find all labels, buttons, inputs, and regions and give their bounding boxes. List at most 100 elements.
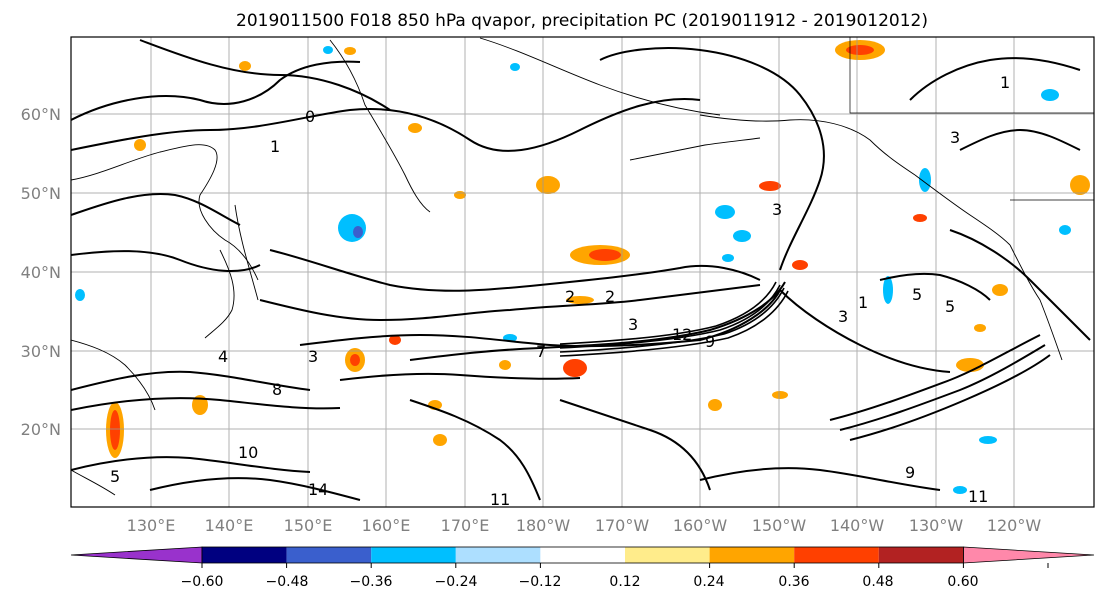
qvapor-contours xyxy=(71,39,1091,501)
contour-line xyxy=(559,281,777,345)
lon-label-170w: 170°W xyxy=(595,516,650,535)
contour-line xyxy=(71,193,241,226)
coastline-bc xyxy=(914,174,1011,246)
precip-blob xyxy=(1041,89,1059,101)
precip-blob xyxy=(350,354,360,366)
coastline-china xyxy=(71,339,156,411)
colorbar-ticks xyxy=(201,563,1049,568)
precip-positive xyxy=(106,40,1090,458)
lat-label-20n: 20°N xyxy=(21,420,61,439)
contour-line xyxy=(909,57,1081,101)
colorbar-segment xyxy=(286,547,372,563)
colorbar-extension-high xyxy=(963,546,1095,564)
precip-blob xyxy=(75,289,85,301)
colorbar-segments xyxy=(70,546,1095,564)
precip-blob xyxy=(510,63,520,71)
contour-line xyxy=(259,284,761,322)
contour-label: 1 xyxy=(1000,73,1010,92)
precip-blob xyxy=(722,254,734,262)
contour-label: 8 xyxy=(272,380,282,399)
contour-label: 11 xyxy=(968,487,988,506)
colorbar-tick-label: 0.48 xyxy=(862,574,893,590)
coastline-us-west xyxy=(1009,244,1063,361)
contour-line xyxy=(71,98,701,152)
contour-line xyxy=(409,281,786,361)
contour-line xyxy=(839,344,1046,431)
precip-blob xyxy=(338,214,366,242)
lon-label-140e: 140°E xyxy=(205,516,254,535)
lon-label-180w: 180°W xyxy=(516,516,571,535)
coastlines xyxy=(71,37,1094,496)
map-content: 0 1 1 2 2 3 3 3 3 4 5 5 7 9 12 8 10 11 1… xyxy=(71,37,1094,507)
lon-label-130e: 130°E xyxy=(127,516,176,535)
precip-blob xyxy=(759,181,781,191)
contour-label: 9 xyxy=(905,463,915,482)
coastline-alaska-north xyxy=(479,37,721,116)
precip-blob xyxy=(953,486,967,494)
contour-line xyxy=(269,249,761,292)
lon-label-120w: 120°W xyxy=(987,516,1042,535)
precip-blob xyxy=(913,214,927,222)
contour-line xyxy=(559,399,711,491)
precip-blob xyxy=(733,230,751,242)
precip-blob xyxy=(353,226,363,238)
coastline-asia xyxy=(71,144,259,281)
contour-label: 1 xyxy=(270,137,280,156)
coastline-alaska-gulf xyxy=(699,114,916,176)
contour-line xyxy=(559,290,789,357)
colorbar-segment xyxy=(540,547,625,563)
contour-line xyxy=(71,250,261,273)
precip-blob xyxy=(433,434,447,446)
coastline-japan xyxy=(204,249,235,339)
colorbar-tick-label: −0.12 xyxy=(519,574,562,590)
colorbar-segment xyxy=(794,547,879,563)
precip-blob xyxy=(563,359,587,377)
map-panel: 0 1 1 2 2 3 3 3 3 4 5 5 7 9 12 8 10 11 1… xyxy=(70,36,1095,508)
contour-line xyxy=(879,272,991,301)
lon-label-170e: 170°E xyxy=(441,516,490,535)
contour-line xyxy=(779,289,951,373)
precip-shading xyxy=(75,40,1090,494)
contour-label: 10 xyxy=(238,443,258,462)
contour-line xyxy=(299,289,781,348)
contour-label: 5 xyxy=(912,285,922,304)
precip-blob xyxy=(772,391,788,399)
contour-label: 0 xyxy=(305,107,315,126)
contour-label: 1 xyxy=(858,293,868,312)
precip-blob xyxy=(192,395,208,415)
colorbar-segment xyxy=(455,547,541,563)
contour-label: 5 xyxy=(110,467,120,486)
precip-blob xyxy=(589,249,621,261)
lon-label-140w: 140°W xyxy=(830,516,885,535)
contour-line xyxy=(409,399,541,501)
contour-line xyxy=(71,370,311,391)
precip-negative xyxy=(75,46,1071,494)
contour-line xyxy=(71,397,341,411)
precip-blob xyxy=(344,47,356,55)
precip-blob xyxy=(239,61,251,71)
contour-label: 7 xyxy=(536,342,546,361)
border-alaska-canada xyxy=(849,37,1094,114)
precip-blob xyxy=(974,324,986,332)
colorbar-extension-low xyxy=(70,546,203,564)
contour-line xyxy=(949,229,1091,341)
contour-line xyxy=(699,467,941,491)
colorbar-segment xyxy=(371,547,456,563)
colorbar-segment xyxy=(878,547,964,563)
contour-line xyxy=(829,334,1041,421)
colorbar-tick-label: 0.60 xyxy=(947,574,978,590)
lon-label-150e: 150°E xyxy=(284,516,333,535)
precip-blob xyxy=(919,168,931,192)
precip-blob xyxy=(956,358,984,372)
lat-label-30n: 30°N xyxy=(21,342,61,361)
colorbar-tick-label: −0.24 xyxy=(435,574,478,590)
contour-line xyxy=(599,47,825,271)
colorbar-tick-labels: −0.60 −0.48 −0.36 −0.24 −0.12 0.12 0.24 … xyxy=(181,574,979,590)
precip-blob xyxy=(979,436,997,444)
figure-title: 2019011500 F018 850 hPa qvapor, precipit… xyxy=(236,11,928,31)
contour-label: 3 xyxy=(950,128,960,147)
contour-line xyxy=(139,39,391,111)
precip-blob xyxy=(408,123,422,133)
colorbar-segment xyxy=(625,547,710,563)
